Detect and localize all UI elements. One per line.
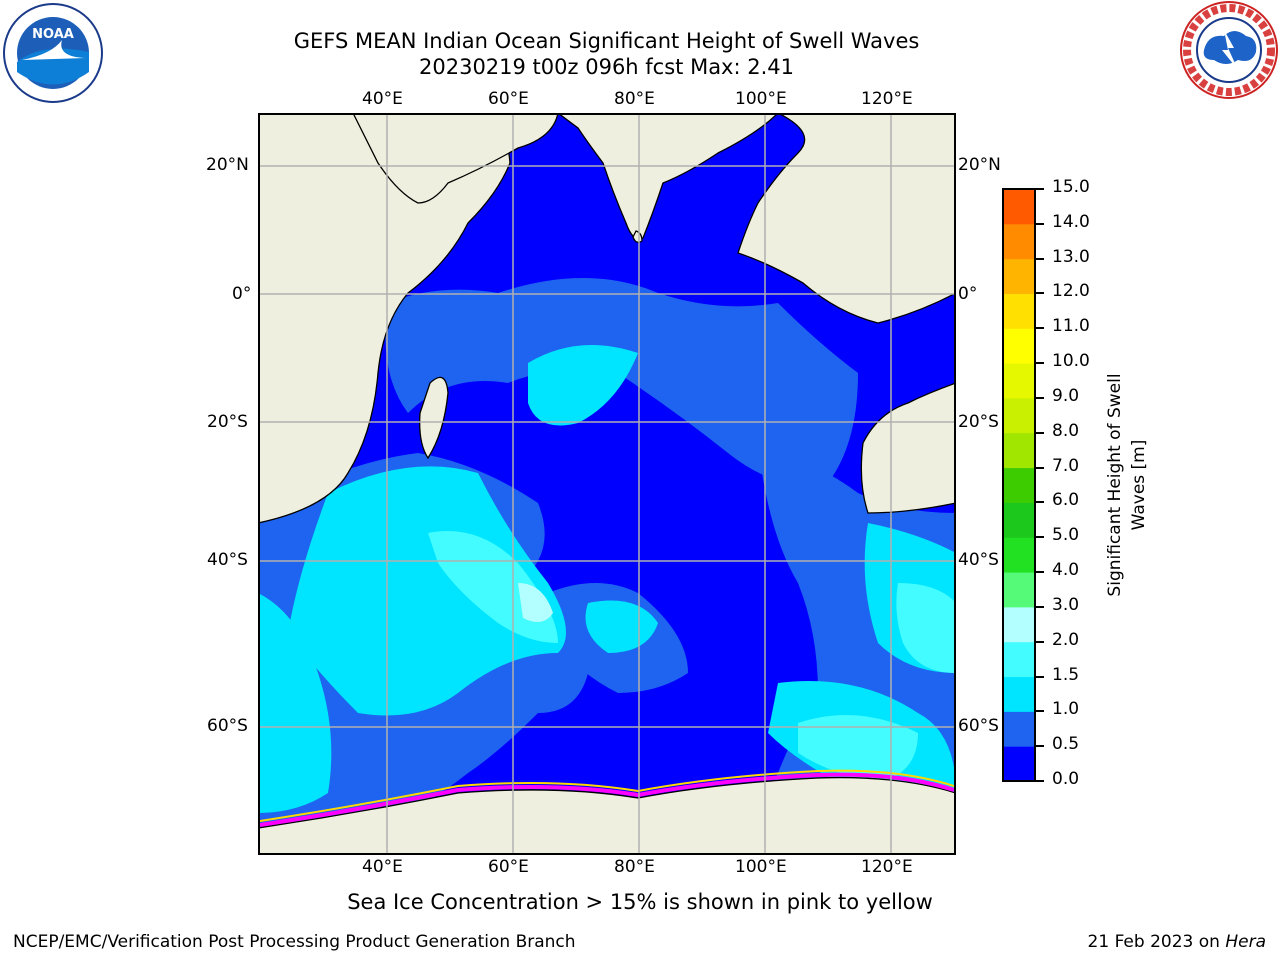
colorbar-tick-mark <box>1036 605 1044 608</box>
colorbar-segment <box>1003 711 1035 747</box>
colorbar-segment <box>1003 432 1035 469</box>
lat-tick-left-20s: 20°S <box>207 412 248 432</box>
colorbar-segment <box>1003 467 1035 503</box>
colorbar-segment <box>1003 293 1035 329</box>
sea-ice-caption: Sea Ice Concentration > 15% is shown in … <box>347 890 933 914</box>
colorbar-tick-label: 0.0 <box>1052 769 1080 789</box>
colorbar-segment <box>1003 537 1035 573</box>
colorbar-tick-label: 5.0 <box>1052 525 1080 546</box>
swell-band-2-3 <box>518 583 553 622</box>
colorbar-tick-mark <box>1036 362 1044 365</box>
lon-tick-bottom-80e: 80°E <box>614 857 655 877</box>
footer-credit: NCEP/EMC/Verification Post Processing Pr… <box>13 932 576 952</box>
colorbar-tick-mark <box>1036 675 1044 678</box>
colorbar-tick-label: 12.0 <box>1052 281 1090 302</box>
footer-date: 21 Feb 2023 on Hera <box>1088 932 1266 952</box>
lat-tick-right-40s: 40°S <box>958 550 999 570</box>
map-title: GEFS MEAN Indian Ocean Significant Heigh… <box>293 29 920 53</box>
lon-tick-bottom-60e: 60°E <box>488 857 529 877</box>
sea-ice-edge <box>260 772 954 827</box>
colorbar-tick-mark <box>1036 431 1044 434</box>
colorbar-segment <box>1003 641 1035 678</box>
colorbar-tick-mark <box>1036 292 1044 295</box>
lat-tick-left-40s: 40°S <box>207 550 248 570</box>
map-gridlines <box>260 115 954 853</box>
footer-date-text: 21 Feb 2023 on <box>1087 932 1226 952</box>
colorbar-segment <box>1003 606 1035 643</box>
colorbar-tick-label: 13.0 <box>1052 246 1090 267</box>
lat-tick-right-0: 0° <box>958 284 978 304</box>
colorbar-tick-mark <box>1036 745 1044 748</box>
colorbar-tick-label: 11.0 <box>1052 316 1090 337</box>
colorbar-segment <box>1003 328 1035 364</box>
footer-host: Hera <box>1225 932 1266 952</box>
map-frame <box>258 113 956 855</box>
colorbar-label: Significant Height of Swell Waves [m] <box>1105 373 1149 597</box>
colorbar-tick-mark <box>1036 222 1044 225</box>
colorbar-segment <box>1003 223 1035 260</box>
colorbar-segment <box>1003 189 1035 225</box>
colorbar-tick-label: 2.0 <box>1052 629 1080 650</box>
madagascar-landmass <box>419 376 449 460</box>
colorbar-segment <box>1003 397 1035 434</box>
colorbar-tick-mark <box>1036 780 1044 782</box>
lat-tick-right-20n: 20°N <box>958 155 1001 175</box>
colorbar-tick-label: 7.0 <box>1052 455 1080 476</box>
noaa-logo-text: NOAA <box>32 27 74 42</box>
colorbar-tick-label: 6.0 <box>1052 490 1080 511</box>
lon-tick-top-60e: 60°E <box>488 89 529 109</box>
lon-tick-top-40e: 40°E <box>362 89 403 109</box>
colorbar-segment <box>1003 502 1035 538</box>
colorbar-tick-label: 4.0 <box>1052 560 1080 581</box>
noaa-logo: NOAA <box>2 2 104 104</box>
colorbar-tick-mark <box>1036 257 1044 260</box>
colorbar-tick-label: 10.0 <box>1052 351 1090 372</box>
colorbar-segment <box>1003 572 1035 608</box>
australia-landmass <box>860 383 954 514</box>
colorbar-tick-label: 15.0 <box>1052 177 1090 197</box>
sea-ice-edge-inner <box>260 769 954 822</box>
colorbar-tick-label: 1.5 <box>1052 664 1080 685</box>
colorbar-tick-mark <box>1036 501 1044 504</box>
lon-tick-bottom-120e: 120°E <box>861 857 913 877</box>
colorbar-tick-mark <box>1036 466 1044 469</box>
lon-tick-top-80e: 80°E <box>614 89 655 109</box>
lon-tick-top-120e: 120°E <box>861 89 913 109</box>
map-plot <box>258 113 956 855</box>
colorbar-tick-label: 14.0 <box>1052 211 1090 232</box>
africa-landmass <box>260 115 511 524</box>
colorbar-segment <box>1003 746 1035 782</box>
colorbar-tick-mark <box>1036 188 1044 190</box>
land-masses <box>260 115 954 853</box>
colorbar <box>1002 188 1036 782</box>
antarctica-landmass <box>260 776 954 853</box>
arabia-landmass <box>353 115 559 204</box>
colorbar-tick-label: 8.0 <box>1052 420 1080 441</box>
colorbar-tick-mark <box>1036 710 1044 713</box>
colorbar-tick-mark <box>1036 327 1044 330</box>
lat-tick-left-20n: 20°N <box>206 155 249 175</box>
colorbar-tick-mark <box>1036 571 1044 574</box>
colorbar-tick-label: 1.0 <box>1052 699 1080 720</box>
lat-tick-left-0: 0° <box>232 284 252 304</box>
colorbar-tick-label: 3.0 <box>1052 594 1080 615</box>
india-landmass <box>559 115 777 240</box>
colorbar-tick-mark <box>1036 396 1044 399</box>
swell-band-1p5-2 <box>428 531 954 783</box>
lat-tick-left-60s: 60°S <box>207 716 248 736</box>
nws-logo <box>1178 0 1280 100</box>
colorbar-tick-label: 0.5 <box>1052 734 1080 755</box>
map-subtitle: 20230219 t00z 096h fcst Max: 2.41 <box>419 55 794 79</box>
colorbar-segment <box>1003 363 1035 399</box>
colorbar-segment <box>1003 258 1035 294</box>
colorbar-tick-mark <box>1036 640 1044 643</box>
colorbar-tick-mark <box>1036 536 1044 539</box>
lon-tick-bottom-40e: 40°E <box>362 857 403 877</box>
colorbar-tick-label: 9.0 <box>1052 385 1080 406</box>
lon-tick-bottom-100e: 100°E <box>735 857 787 877</box>
colorbar-segment <box>1003 676 1035 712</box>
lat-tick-right-60s: 60°S <box>958 716 999 736</box>
lat-tick-right-20s: 20°S <box>958 412 999 432</box>
lon-tick-top-100e: 100°E <box>735 89 787 109</box>
